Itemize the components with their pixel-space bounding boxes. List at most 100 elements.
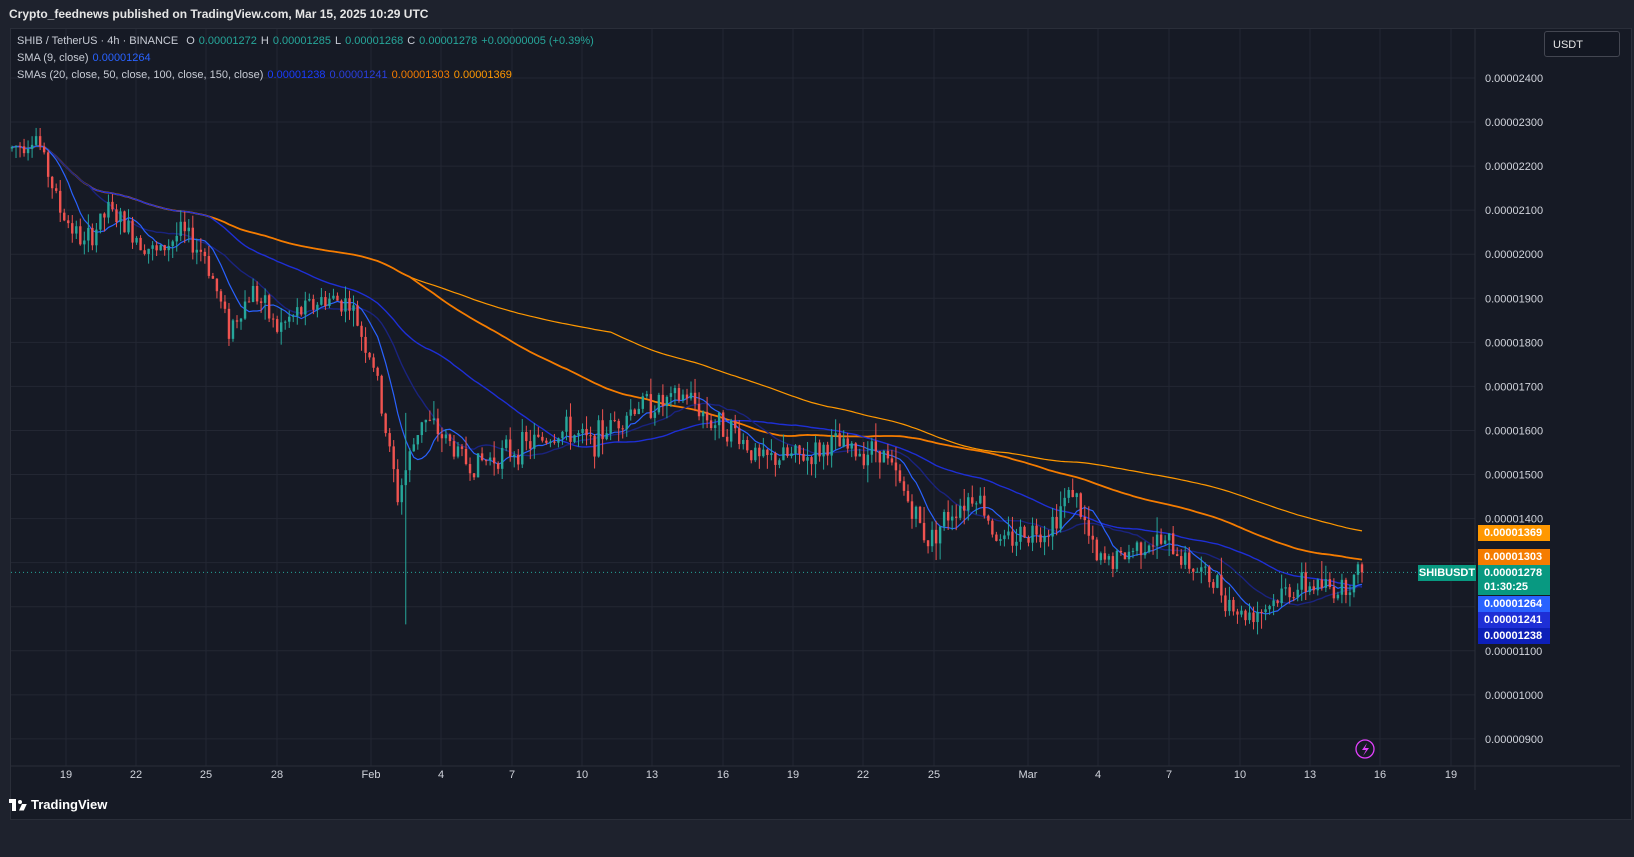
candle-body — [1015, 541, 1018, 546]
candle-body — [352, 305, 355, 311]
candle-body — [645, 394, 649, 397]
candle-body — [300, 307, 303, 315]
candle-body — [436, 418, 440, 435]
candle-body — [1123, 552, 1127, 560]
candle-body — [774, 453, 777, 465]
x-tick-label: 13 — [1304, 769, 1316, 781]
candle-body — [569, 416, 572, 442]
candle-body — [798, 445, 801, 454]
x-tick-label: 22 — [130, 769, 142, 781]
candle-body — [882, 450, 886, 463]
candle-body — [1224, 595, 1227, 612]
candle-body — [963, 505, 966, 511]
x-tick-label: 7 — [1166, 769, 1172, 781]
candle-body — [641, 396, 645, 409]
candle-body — [713, 425, 717, 429]
candle-body — [890, 458, 894, 463]
candle-body — [115, 209, 118, 223]
candle-body — [830, 436, 833, 456]
candle-body — [746, 439, 749, 451]
sma150-value: 0.00001369 — [453, 69, 512, 81]
candle-body — [38, 136, 42, 147]
candle-body — [284, 321, 287, 323]
candle-body — [324, 297, 327, 307]
candle-body — [1272, 600, 1275, 607]
low-value: 0.00001268 — [345, 35, 404, 47]
candle-body — [211, 275, 215, 279]
candle-body — [167, 245, 170, 251]
candle-body — [1244, 610, 1247, 621]
smas-legend-row[interactable]: SMAs (20, close, 50, close, 100, close, … — [17, 67, 594, 84]
open-value: 0.00001272 — [198, 35, 257, 47]
candle-body — [1192, 568, 1195, 572]
candle-body — [822, 444, 825, 457]
candle-body — [926, 540, 930, 547]
candle-body — [1296, 589, 1299, 598]
brand-name: TradingView — [31, 797, 108, 812]
candle-body — [585, 428, 588, 436]
candle-body — [380, 375, 383, 414]
candle-body — [906, 490, 910, 502]
candle-body — [729, 420, 733, 442]
candle-body — [384, 413, 387, 434]
candle-body — [392, 446, 395, 470]
candle-body — [223, 301, 227, 309]
candle-body — [637, 408, 640, 415]
candle-body — [1079, 493, 1082, 517]
sma100-price-tag: 0.00001303 — [1478, 549, 1550, 565]
tradingview-logo[interactable]: TradingView — [9, 797, 107, 812]
candle-body — [71, 223, 74, 234]
candle-body — [476, 453, 480, 478]
candle-body — [1332, 587, 1336, 599]
candle-body — [886, 450, 890, 459]
candle-body — [159, 245, 162, 251]
x-tick-label: 7 — [509, 769, 515, 781]
sma9-legend-row[interactable]: SMA (9, close) 0.00001264 — [17, 50, 594, 67]
change-value: +0.00000005 (+0.39%) — [481, 35, 594, 47]
x-tick-label: 16 — [1374, 769, 1386, 781]
candle-body — [1204, 566, 1207, 568]
candle-body — [344, 298, 347, 312]
close-value: 0.00001278 — [419, 35, 478, 47]
y-tick-label: 0.00001400 — [1485, 514, 1543, 526]
sma100-value: 0.00001303 — [391, 69, 450, 81]
candle-body — [1288, 587, 1291, 598]
candle-body — [1232, 599, 1235, 612]
candle-body — [1252, 612, 1255, 623]
candle-body — [63, 212, 66, 221]
candle-body — [1348, 592, 1352, 596]
candle-body — [59, 190, 62, 213]
candle-body — [207, 256, 211, 276]
candle-body — [456, 446, 460, 457]
y-tick-label: 0.00001900 — [1485, 293, 1543, 305]
candle-body — [697, 403, 701, 417]
candle-body — [1159, 534, 1163, 544]
candle-body — [991, 520, 994, 535]
candle-body — [404, 470, 407, 486]
candle-body — [561, 431, 564, 439]
symbol-title[interactable]: SHIB / TetherUS · 4h · BINANCE — [17, 35, 179, 47]
candle-body — [625, 415, 628, 430]
chart-pane[interactable] — [10, 28, 1632, 820]
candle-body — [54, 188, 58, 191]
candle-body — [263, 295, 267, 303]
candle-body — [762, 449, 765, 457]
candle-body — [934, 529, 938, 544]
candle-body — [1135, 542, 1139, 551]
lightning-icon[interactable] — [1355, 739, 1375, 759]
sma9-value: 0.00001264 — [92, 52, 151, 64]
candle-body — [488, 457, 492, 461]
candle-body — [440, 434, 444, 439]
currency-selector[interactable]: USDT — [1544, 31, 1620, 57]
x-tick-label: Feb — [362, 769, 381, 781]
candle-body — [464, 448, 468, 465]
y-tick-label: 0.00002200 — [1485, 161, 1543, 173]
x-tick-label: 19 — [787, 769, 799, 781]
candle-body — [1131, 550, 1135, 552]
candle-body — [806, 457, 809, 461]
candle-body — [938, 526, 942, 544]
candle-body — [332, 295, 335, 299]
candle-body — [135, 237, 138, 243]
candle-body — [1091, 535, 1095, 540]
